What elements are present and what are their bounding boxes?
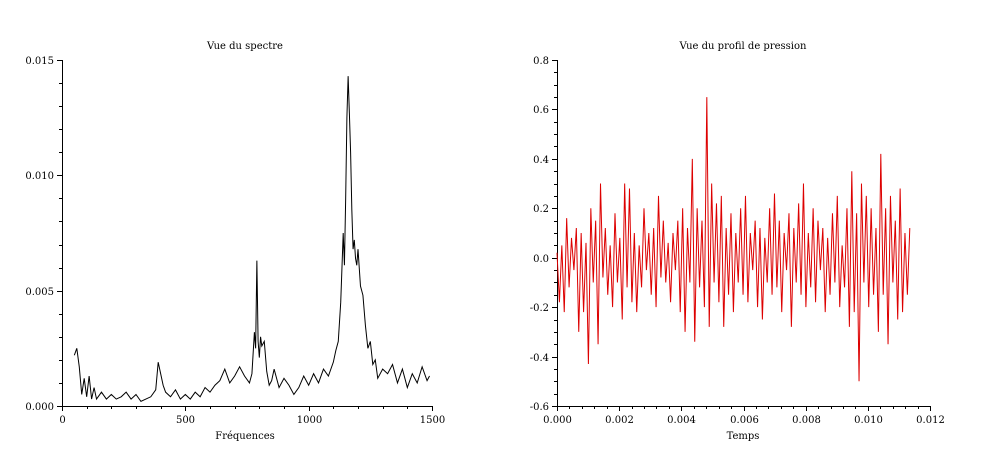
pressure-y-tick-label: 0.2 (533, 204, 549, 215)
pressure-y-tick-label: 0.6 (533, 105, 549, 116)
spectrum-y-tick-label: 0.010 (25, 171, 54, 182)
spectrum-y-tick-label: 0.005 (25, 287, 54, 298)
pressure-x-tick-label: 0.000 (543, 415, 572, 426)
spectrum-x-tick-label: 0 (59, 415, 65, 426)
spectrum-x-tick-label: 1500 (420, 415, 445, 426)
spectrum-chart: Vue du spectre Fréquences 0 500 1000 1500 0.… (25, 41, 445, 442)
pressure-x-tick-label: 0.002 (605, 415, 634, 426)
pressure-x-tick-label: 0.008 (792, 415, 821, 426)
pressure-y-tick-label: 0.4 (533, 155, 549, 166)
pressure-x-axis-label: Temps (727, 431, 760, 442)
spectrum-tick-labels: 0 500 1000 1500 0.000 0.005 0.010 0.015 (25, 56, 445, 426)
spectrum-series-line (73, 76, 430, 403)
spectrum-x-tick-label: 1000 (297, 415, 322, 426)
spectrum-x-axis-label: Fréquences (215, 431, 275, 442)
pressure-x-tick-label: 0.010 (854, 415, 883, 426)
pressure-y-tick-label: -0.2 (530, 303, 549, 314)
pressure-series-line (556, 97, 911, 382)
pressure-tick-labels: 0.000 0.002 0.004 0.006 0.008 0.010 0.012 -0.6 -… (530, 56, 945, 426)
pressure-y-tick-label: 0.0 (533, 254, 549, 265)
spectrum-y-tick-label: 0.015 (25, 56, 54, 67)
pressure-axes (552, 60, 931, 411)
pressure-y-tick-label: 0.8 (533, 56, 549, 67)
pressure-chart-title: Vue du profil de pression (679, 41, 807, 52)
pressure-y-tick-label: -0.4 (530, 353, 549, 364)
pressure-y-tick-label: -0.6 (530, 402, 549, 413)
spectrum-y-tick-label: 0.000 (25, 402, 54, 413)
pressure-x-tick-label: 0.006 (730, 415, 759, 426)
spectrum-plot-area (73, 76, 430, 403)
pressure-x-tick-label: 0.004 (667, 415, 696, 426)
pressure-plot-area (556, 97, 911, 382)
spectrum-axes (57, 60, 433, 411)
spectrum-chart-title: Vue du spectre (206, 41, 283, 52)
pressure-chart: Vue du profil de pression Temps 0.000 0.0… (530, 41, 945, 442)
pressure-x-tick-label: 0.012 (916, 415, 945, 426)
spectrum-x-tick-label: 500 (176, 415, 195, 426)
